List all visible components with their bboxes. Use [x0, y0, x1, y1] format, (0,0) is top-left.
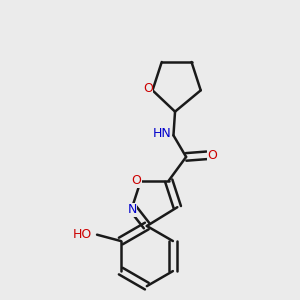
Text: O: O: [132, 174, 142, 187]
Text: HN: HN: [153, 127, 172, 140]
Text: N: N: [128, 203, 137, 216]
Text: O: O: [143, 82, 153, 95]
Text: O: O: [208, 149, 217, 162]
Text: HO: HO: [73, 228, 92, 241]
